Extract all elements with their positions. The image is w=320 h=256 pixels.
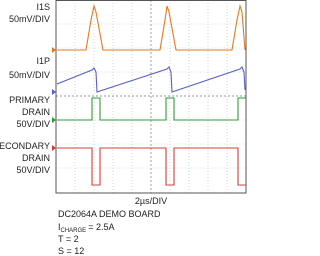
i1s-trace <box>57 3 246 51</box>
trace-scale: 50mV/DIV <box>9 70 50 80</box>
secondary-marker <box>52 145 56 151</box>
trace-label: SECONDARY <box>0 141 50 151</box>
primary-drain-trace <box>57 97 246 121</box>
i1p-trace <box>56 66 246 93</box>
grid <box>56 0 246 193</box>
caption-board: DC2064A DEMO BOARD <box>58 209 161 219</box>
caption-t: T = 2 <box>58 234 79 244</box>
trace-label: I1S <box>36 2 50 12</box>
caption-charge: ICHARGE = 2.5A <box>58 222 114 234</box>
timebase: 2µs/DIV <box>135 196 167 206</box>
trace-scale: 50V/DIV <box>16 165 50 175</box>
scope-screen: I1S 50mV/DIV I1P 50mV/DIV PRIMARY DRAIN … <box>0 0 247 256</box>
i1p-marker <box>52 89 56 95</box>
screen-border <box>55 0 247 194</box>
caption-s: S = 12 <box>58 246 84 256</box>
trace-label: I1P <box>36 56 50 66</box>
charge-symbol: I <box>58 222 61 232</box>
charge-value: = 2.5A <box>88 222 114 232</box>
trace-scale: 50mV/DIV <box>9 14 50 24</box>
charge-subscript: CHARGE <box>61 228 87 234</box>
trace-scale: 50V/DIV <box>16 119 50 129</box>
secondary-drain-trace <box>57 147 246 186</box>
trace-label: DRAIN <box>22 153 50 163</box>
trace-label: PRIMARY <box>9 95 50 105</box>
trace-label: DRAIN <box>22 107 50 117</box>
primary-marker <box>52 117 56 123</box>
i1s-marker <box>52 47 56 53</box>
